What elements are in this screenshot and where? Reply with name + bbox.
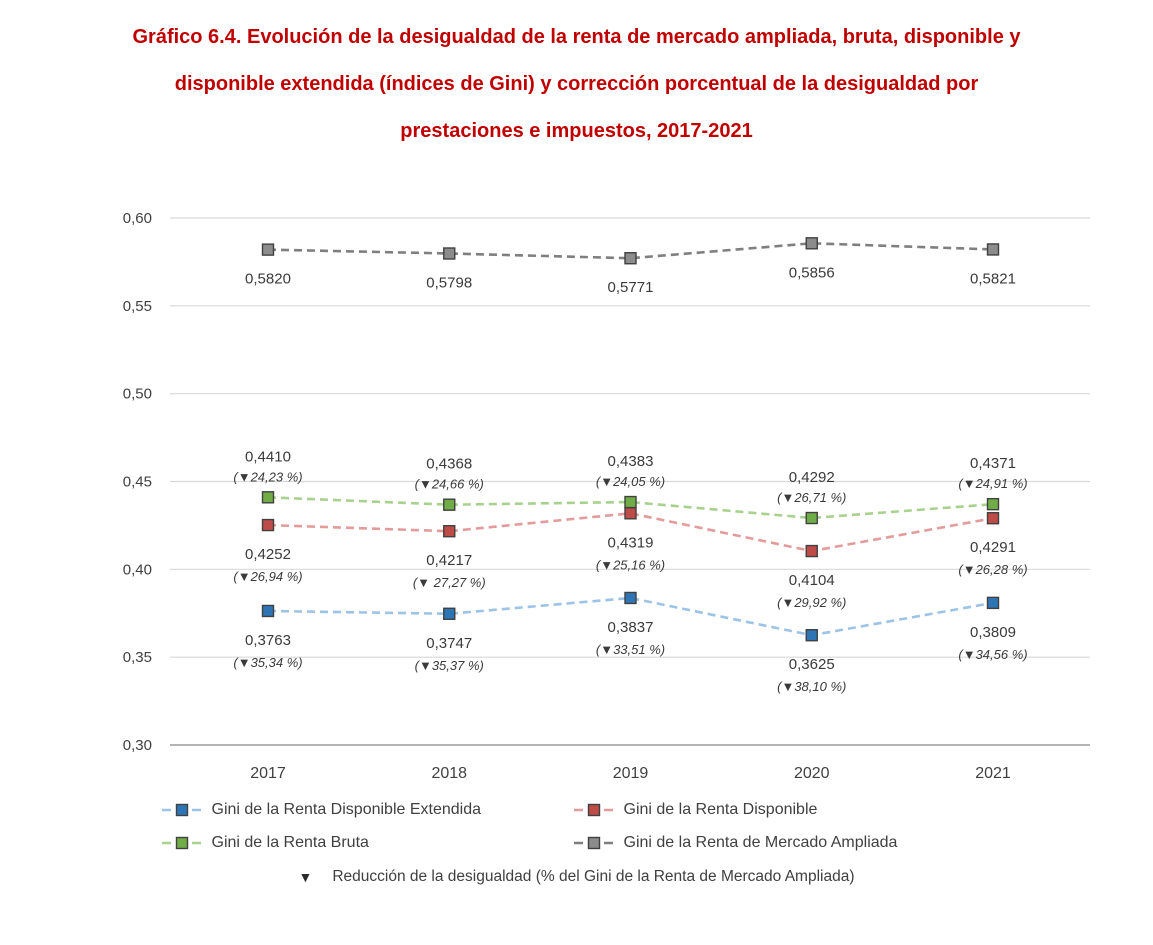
y-tick-label: 0,30	[123, 737, 152, 754]
x-tick-label: 2018	[431, 765, 467, 782]
chart-title-line1: Gráfico 6.4. Evolución de la desigualdad…	[132, 26, 1021, 48]
series-line	[267, 241, 994, 260]
reduction-label: (▼24,23 %)	[233, 469, 302, 484]
data-point-marker	[805, 629, 818, 642]
reduction-label: (▼26,94 %)	[233, 569, 302, 584]
data-point-marker	[805, 511, 818, 525]
series-line	[267, 511, 994, 553]
value-label: 0,3625	[789, 656, 835, 673]
data-point-marker	[443, 498, 456, 511]
legend-marker-icon	[573, 836, 614, 850]
value-label: 0,4217	[426, 552, 472, 569]
y-tick-label: 0,45	[123, 474, 152, 491]
data-point-marker	[443, 247, 456, 260]
legend-marker-icon	[161, 803, 202, 817]
data-point-marker	[986, 497, 1000, 511]
x-tick-label: 2017	[250, 765, 286, 782]
legend-item-label: Gini de la Renta Bruta	[211, 834, 369, 851]
reduction-label: (▼29,92 %)	[777, 595, 846, 610]
x-tick-label: 2021	[975, 765, 1011, 782]
chart-legend: Gini de la Renta Disponible Extendida Gin…	[0, 798, 1153, 886]
reduction-label: (▼26,28 %)	[958, 562, 1027, 577]
reduction-label: (▼35,34 %)	[233, 655, 302, 670]
reduction-label: (▼24,91 %)	[958, 476, 1027, 491]
legend-item-label: Gini de la Renta Disponible Extendida	[211, 801, 482, 818]
legend-item: Gini de la Renta Disponible	[573, 798, 992, 822]
legend-grid: Gini de la Renta Disponible Extendida Gin…	[0, 798, 1153, 855]
chart-title-line2: disponible extendida (índices de Gini) y…	[174, 73, 979, 95]
reduction-label: (▼33,51 %)	[596, 642, 665, 657]
down-triangle-icon: ▼	[298, 869, 313, 885]
reduction-label: (▼ 27,27 %)	[413, 575, 486, 590]
y-tick-label: 0,55	[123, 298, 152, 315]
y-tick-label: 0,50	[123, 386, 152, 403]
y-tick-label: 0,35	[123, 649, 152, 666]
data-point-marker	[624, 507, 637, 520]
value-label: 0,4368	[426, 456, 472, 473]
value-label: 0,4371	[970, 455, 1016, 472]
data-point-marker	[805, 544, 818, 558]
value-label: 0,4410	[245, 448, 291, 465]
chart-title-line3: prestaciones e impuestos, 2017-2021	[400, 120, 753, 142]
legend-item: Gini de la Renta Disponible Extendida	[161, 798, 574, 822]
data-point-marker	[986, 596, 1000, 610]
legend-note-text: Reducción de la desigualdad (% del Gini …	[332, 868, 855, 885]
value-label: 0,5856	[789, 264, 835, 281]
data-point-marker	[624, 591, 637, 605]
legend-item-label: Gini de la Renta de Mercado Ampliada	[623, 834, 898, 851]
value-label: 0,4319	[608, 534, 654, 551]
legend-marker-icon	[161, 836, 202, 850]
y-tick-label: 0,60	[123, 210, 152, 227]
value-label: 0,4292	[789, 469, 835, 486]
value-label: 0,3837	[608, 619, 654, 636]
data-point-marker	[624, 252, 637, 265]
value-label: 0,5821	[970, 270, 1016, 287]
value-label: 0,4291	[970, 539, 1016, 556]
data-point-marker	[986, 512, 1000, 525]
data-point-marker	[443, 607, 456, 620]
x-tick-label: 2019	[613, 765, 649, 782]
legend-item: Gini de la Renta de Mercado Ampliada	[573, 831, 992, 855]
reduction-label: (▼25,16 %)	[596, 557, 665, 572]
y-tick-label: 0,40	[123, 561, 152, 578]
series-line	[267, 596, 994, 637]
reduction-label: (▼38,10 %)	[777, 679, 846, 694]
legend-item-label: Gini de la Renta Disponible	[623, 801, 818, 818]
reduction-label: (▼26,71 %)	[777, 490, 846, 505]
value-label: 0,3763	[245, 632, 291, 649]
data-point-marker	[443, 525, 456, 538]
reduction-label: (▼24,66 %)	[415, 477, 484, 492]
data-point-marker	[805, 237, 818, 250]
legend-item: Gini de la Renta Bruta	[161, 831, 574, 855]
data-point-marker	[986, 243, 1000, 256]
value-label: 0,4104	[789, 572, 835, 589]
value-label: 0,5820	[245, 271, 291, 288]
data-point-marker	[624, 495, 637, 509]
value-label: 0,4252	[245, 546, 291, 563]
value-label: 0,5798	[426, 274, 472, 291]
legend-marker-icon	[573, 803, 614, 817]
legend-reduction-note: ▼ Reducción de la desigualdad (% del Gin…	[0, 868, 1153, 886]
reduction-label: (▼34,56 %)	[958, 647, 1027, 662]
reduction-label: (▼24,05 %)	[596, 474, 665, 489]
data-point-marker	[261, 243, 275, 256]
chart-title: Gráfico 6.4. Evolución de la desigualdad…	[0, 14, 1153, 155]
value-label: 0,3747	[426, 635, 472, 652]
x-tick-label: 2020	[794, 765, 830, 782]
value-label: 0,4383	[608, 453, 654, 470]
value-label: 0,3809	[970, 624, 1016, 641]
value-label: 0,5771	[608, 279, 654, 296]
data-point-marker	[261, 518, 275, 532]
reduction-label: (▼35,37 %)	[415, 658, 484, 673]
data-point-marker	[261, 491, 275, 504]
series-line	[267, 496, 994, 520]
data-point-marker	[261, 604, 275, 618]
